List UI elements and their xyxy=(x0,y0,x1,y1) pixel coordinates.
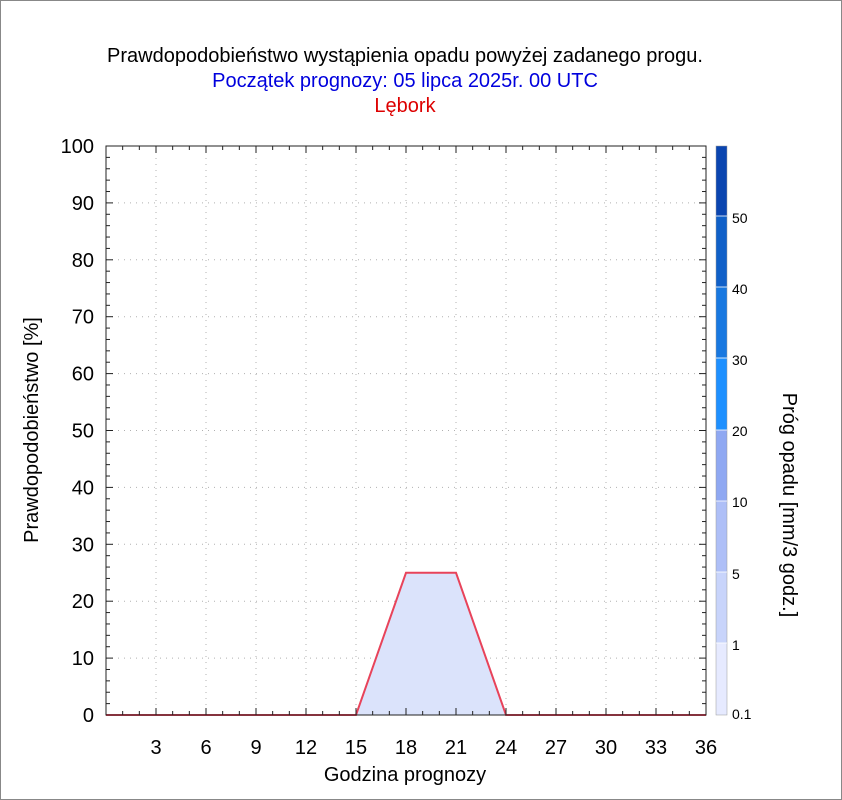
colorbar-tick-label: 10 xyxy=(732,494,748,510)
x-tick-label: 9 xyxy=(250,737,261,759)
x-tick-label: 12 xyxy=(295,737,317,759)
ticks xyxy=(105,145,707,716)
colorbar-segment xyxy=(716,501,727,572)
x-tick-label: 30 xyxy=(595,737,617,759)
colorbar xyxy=(715,145,728,716)
chart-location: Lębork xyxy=(374,95,436,117)
y-tick-label: 40 xyxy=(72,477,94,499)
x-tick-label: 3 xyxy=(150,737,161,759)
colorbar-segment xyxy=(716,643,727,715)
chart-title: Prawdopodobieństwo wystąpienia opadu pow… xyxy=(107,45,703,67)
y-tick-label: 20 xyxy=(72,591,94,613)
y-tick-label: 10 xyxy=(72,648,94,670)
colorbar-tick-label: 1 xyxy=(732,637,740,653)
x-tick-label: 21 xyxy=(445,737,467,759)
x-tick-label: 24 xyxy=(495,737,517,759)
x-tick-label: 18 xyxy=(395,737,417,759)
colorbar-segment xyxy=(716,146,727,216)
colorbar-segment xyxy=(716,430,727,501)
colorbar-tick-label: 5 xyxy=(732,566,740,582)
x-tick-labels: 3 6 9 12 15 18 21 24 27 30 33 36 xyxy=(150,737,717,759)
colorbar-labels: 0.1 1 5 10 20 30 40 50 xyxy=(732,210,752,722)
y-axis-label: Prawdopodobieństwo [%] xyxy=(21,317,43,543)
colorbar-tick-label: 40 xyxy=(732,281,748,297)
y-tick-label: 50 xyxy=(72,421,94,443)
y-tick-label: 0 xyxy=(83,705,94,727)
y-tick-label: 30 xyxy=(72,534,94,556)
colorbar-label: Próg opadu [mm/3 godz.] xyxy=(778,393,800,618)
chart-subtitle: Początek prognozy: 05 lipca 2025r. 00 UT… xyxy=(212,70,598,92)
y-tick-label: 80 xyxy=(72,250,94,272)
colorbar-tick-label: 0.1 xyxy=(732,706,752,722)
colorbar-segment xyxy=(716,216,727,287)
x-tick-label: 27 xyxy=(545,737,567,759)
colorbar-tick-label: 50 xyxy=(732,210,748,226)
x-tick-label: 33 xyxy=(645,737,667,759)
colorbar-segment xyxy=(716,287,727,358)
series-area xyxy=(106,572,706,715)
x-axis-label: Godzina prognozy xyxy=(324,764,486,786)
x-tick-label: 15 xyxy=(345,737,367,759)
colorbar-outline xyxy=(715,145,728,716)
series xyxy=(105,571,707,716)
y-tick-label: 70 xyxy=(72,307,94,329)
y-tick-label: 60 xyxy=(72,364,94,386)
x-tick-label: 6 xyxy=(200,737,211,759)
y-tick-label: 90 xyxy=(72,193,94,215)
y-tick-labels: 0 10 20 30 40 50 60 70 80 90 100 xyxy=(61,136,94,727)
colorbar-tick-label: 20 xyxy=(732,423,748,439)
colorbar-segment xyxy=(716,572,727,643)
colorbar-tick-label: 30 xyxy=(732,352,748,368)
colorbar-segment xyxy=(716,358,727,430)
y-tick-label: 100 xyxy=(61,136,94,158)
x-tick-label: 36 xyxy=(695,737,717,759)
